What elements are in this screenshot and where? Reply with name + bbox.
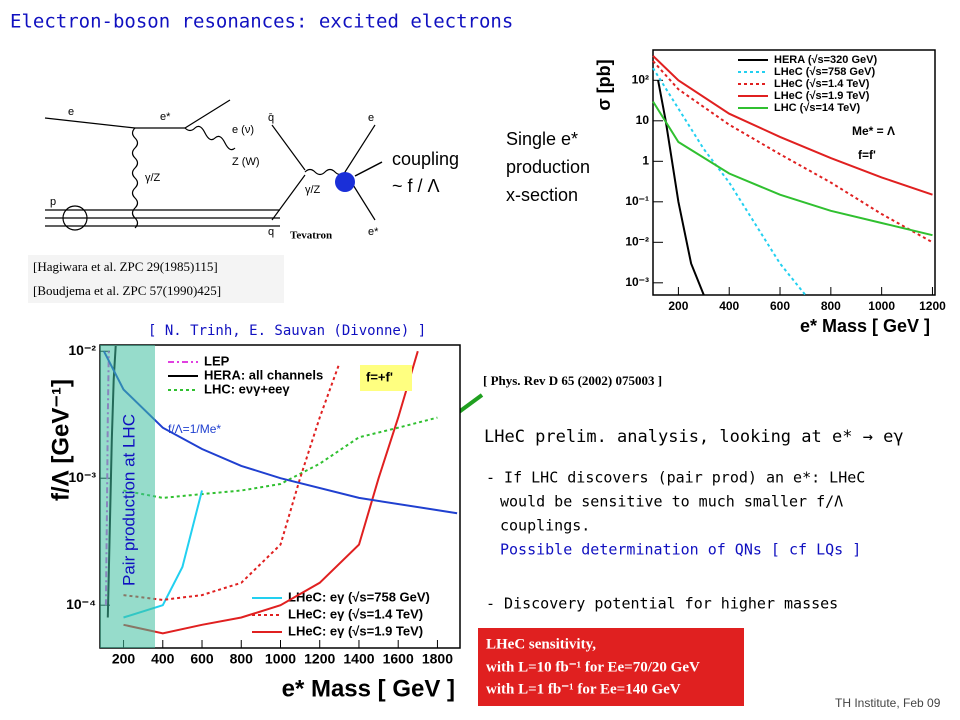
sensitivity: LHeC sensitivity, with L=10 fb⁻¹ for Ee=… [486,636,700,697]
legend-label: HERA: all channels [204,367,323,382]
series-line [123,416,438,499]
x-tick-label: 1200 [304,651,335,667]
y-tick-label: 10⁻² [625,234,649,248]
refs-box [28,255,284,303]
text: couplings. [500,517,590,535]
series-line [652,55,933,196]
y-tick-label: 10² [632,72,649,86]
vertex [335,172,355,192]
legend-label: HERA (√s=320 GeV) [774,54,877,66]
annotation-box [360,365,412,391]
text: - If LHC discovers (pair prod) an e*: LH… [486,469,865,487]
label: γ/Z [305,184,321,196]
label: p [50,196,56,208]
series-line [652,60,933,244]
y-tick-label: 10⁻² [68,342,96,358]
single-text: Single e* production x-section [506,129,590,205]
x-tick-label: 1600 [383,651,414,667]
text: coupling [392,149,459,169]
footer: TH Institute, Feb 09 [835,696,941,710]
legend-label: LEP [204,353,230,368]
x-tick-label: 1200 [919,299,946,313]
ref: [Boudjema et al. ZPC 57(1990)425] [33,283,221,298]
text: LHeC sensitivity, [486,636,596,652]
series-line [657,80,705,296]
x-tick-label: 1000 [868,299,895,313]
y-tick-label: 10⁻³ [68,469,96,485]
bullets: - If LHC discovers (pair prod) an e*: LH… [486,469,865,613]
text: with L=10 fb⁻¹ for Ee=70/20 GeV [486,659,700,675]
label: e* [368,226,379,238]
x-tick-label: 200 [112,651,136,667]
x-tick-label: 800 [821,299,841,313]
text: with L=1 fb⁻¹ for Ee=140 GeV [486,681,681,697]
series-line [123,350,419,635]
annotation: f=+f' [366,369,393,384]
label: e [368,112,374,124]
x-axis-label: e* Mass [ GeV ] [282,675,455,702]
y-tick-label: 1 [642,153,649,167]
x-tick-label: 800 [230,651,254,667]
y-tick-label: 10⁻¹ [625,194,649,208]
slide-title: Electron-boson resonances: excited elect… [10,11,513,33]
pair-band [100,345,155,648]
label: Tevatron [290,230,332,242]
y-axis-label: σ [pb] [594,59,614,110]
text: production [506,157,590,177]
phys-ref: [ Phys. Rev D 65 (2002) 075003 ] [483,373,662,388]
text: ~ f / Λ [392,176,440,196]
diagram-ep-labels: e e* e (ν) γ/Z Z (W) p [50,106,259,208]
label: e (ν) [232,124,254,136]
x-tick-label: 200 [668,299,688,313]
text: would be sensitive to much smaller f/Λ [500,493,843,511]
text: x-section [506,185,578,205]
annotation: Me* = Λ [852,124,895,138]
y-tick-label: 10⁻³ [625,275,649,289]
legend-label: LHeC: eγ (√s=1.9 TeV) [288,623,423,638]
sensitivity-box [478,628,744,706]
text: - Discovery potential for higher masses [486,595,838,613]
coupling: coupling ~ f / Λ [392,149,459,196]
x-axis-label: e* Mass [ GeV ] [800,316,930,336]
annotation: f=f' [858,148,876,162]
y-tick-label: 10 [636,113,650,127]
arrow [354,161,383,177]
text: Single e* [506,129,578,149]
label: q [268,226,274,238]
legend-label: LHC: eνγ+eeγ [204,381,290,396]
diagram-ep [44,99,280,231]
label: Z (W) [232,156,259,168]
label: q̄ [268,112,274,124]
y-axis-label: f/Λ [GeV⁻¹] [47,379,74,501]
x-tick-label: 400 [719,299,739,313]
x-tick-label: 600 [770,299,790,313]
x-tick-label: 1800 [422,651,453,667]
legend-label: LHeC (√s=1.4 TeV) [774,78,870,90]
authors: [ N. Trinh, E. Sauvan (Divonne) ] [148,323,426,339]
plot-frame [652,49,936,296]
x-tick-label: 1400 [343,651,374,667]
x-tick-label: 600 [190,651,214,667]
legend-label: LHeC (√s=758 GeV) [774,66,875,78]
diagram-qq-labels: q̄ q e e* γ/Z Tevatron [268,112,379,242]
text: Possible determination of QNs [ cf LQs ] [500,541,861,559]
legend-label: LHeC (√s=1.9 TeV) [774,90,870,102]
pair-label: Pair production at LHC [119,414,138,586]
refs: [Hagiwara et al. ZPC 29(1985)115] [Boudj… [33,259,221,298]
label: γ/Z [145,172,161,184]
legend-label: LHeC: eγ (√s=1.4 TeV) [288,606,423,621]
analysis: LHeC prelim. analysis, looking at e* → e… [484,427,904,447]
x-tick-label: 400 [151,651,175,667]
legend-label: LHeC: eγ (√s=758 GeV) [288,589,430,604]
annotation: f/Λ=1/Me* [168,422,221,436]
label: e* [160,111,171,123]
y-tick-label: 10⁻⁴ [66,596,96,612]
legend-label: LHC (√s=14 TeV) [774,102,861,114]
x-tick-label: 1000 [265,651,296,667]
series-line [652,100,933,237]
diagram-qq [271,124,376,221]
label: e [68,106,74,118]
ref: [Hagiwara et al. ZPC 29(1985)115] [33,259,218,274]
